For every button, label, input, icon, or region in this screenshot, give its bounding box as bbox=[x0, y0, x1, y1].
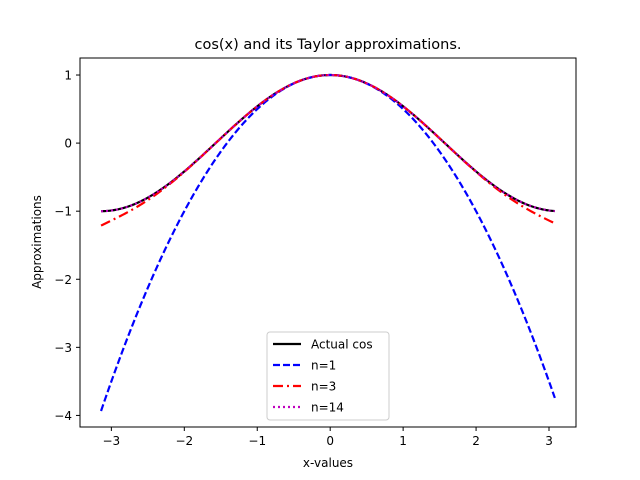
legend-label-2: n=1 bbox=[311, 359, 336, 373]
y-tick-label: 0 bbox=[64, 137, 72, 151]
x-tick-label: −2 bbox=[175, 434, 193, 448]
y-axis-label: Approximations bbox=[30, 195, 44, 289]
x-tick-label: 2 bbox=[472, 434, 480, 448]
y-tick-label: −4 bbox=[54, 409, 72, 423]
y-tick-label: −3 bbox=[54, 341, 72, 355]
legend-label-1: Actual cos bbox=[311, 338, 373, 352]
x-tick-label: 1 bbox=[399, 434, 407, 448]
legend: Actual cos n=1 n=3 n=14 bbox=[266, 331, 390, 421]
x-tick-label: 3 bbox=[545, 434, 553, 448]
legend-label-4: n=14 bbox=[311, 401, 344, 415]
x-axis-ticks: −3 −2 −1 0 1 2 3 bbox=[103, 427, 553, 448]
x-tick-label: −3 bbox=[103, 434, 121, 448]
series-line-4 bbox=[101, 73, 555, 213]
legend-box bbox=[266, 331, 390, 421]
x-tick-label: −1 bbox=[248, 434, 266, 448]
chart-title: cos(x) and its Taylor approximations. bbox=[195, 37, 462, 53]
x-tick-label: 0 bbox=[326, 434, 334, 448]
y-tick-label: −2 bbox=[54, 273, 72, 287]
legend-label-3: n=3 bbox=[311, 380, 336, 394]
y-tick-label: −1 bbox=[54, 205, 72, 219]
y-axis-ticks: 1 0 −1 −2 −3 −4 bbox=[54, 69, 80, 423]
plot-lines bbox=[99, 73, 556, 412]
axes-frame bbox=[79, 57, 577, 428]
x-axis-label: x-values bbox=[303, 456, 353, 470]
y-tick-label: 1 bbox=[64, 69, 72, 83]
